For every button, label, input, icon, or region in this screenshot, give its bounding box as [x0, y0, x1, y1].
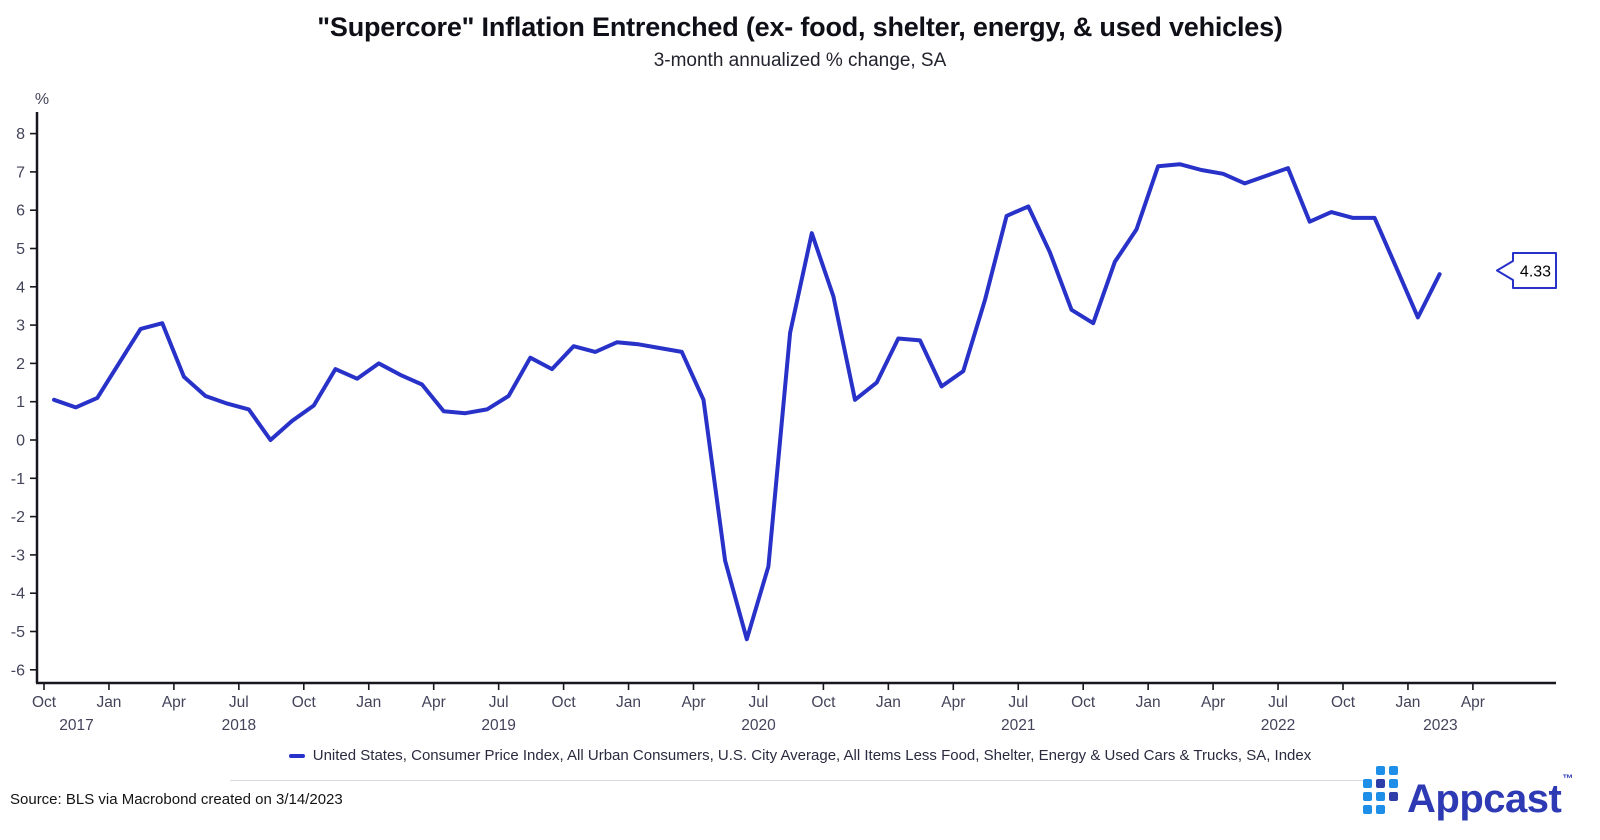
- page-subtitle: 3-month annualized % change, SA: [653, 50, 947, 71]
- y-tick-label: 8: [16, 126, 25, 143]
- x-year-label: 2019: [481, 717, 515, 734]
- x-tick-label: Jul: [749, 694, 769, 711]
- appcast-logo-icon: [1363, 766, 1400, 815]
- appcast-logo-square: [1389, 779, 1398, 788]
- trademark-symbol: ™: [1562, 773, 1573, 785]
- appcast-logo-square: [1363, 779, 1372, 788]
- y-tick-label: -1: [11, 471, 25, 488]
- y-tick-label: 1: [16, 394, 25, 411]
- x-tick-label: Jan: [1395, 694, 1420, 711]
- legend-series-label: United States, Consumer Price Index, All…: [312, 747, 1312, 764]
- x-tick-label: Oct: [552, 694, 577, 711]
- x-year-label: 2020: [741, 717, 776, 734]
- y-tick-label: 6: [16, 203, 25, 220]
- source-note: Source: BLS via Macrobond created on 3/1…: [10, 791, 343, 808]
- appcast-logo-wordmark: Appcast™: [1407, 773, 1573, 821]
- x-tick-label: Oct: [1071, 694, 1096, 711]
- appcast-logo-square: [1376, 792, 1385, 801]
- legend-divider: [230, 780, 1365, 781]
- y-tick-label: 3: [16, 318, 25, 335]
- appcast-logo: Appcast™: [1363, 766, 1573, 819]
- y-tick-label: -2: [11, 509, 25, 526]
- x-tick-label: Jan: [616, 694, 641, 711]
- cpi-supercore-line: [52, 162, 1442, 642]
- legend: United States, Consumer Price Index, All…: [0, 747, 1600, 764]
- x-tick-label: Jan: [356, 694, 381, 711]
- last-value-callout: [1496, 252, 1557, 289]
- x-tick-label: Oct: [32, 694, 57, 711]
- appcast-logo-square: [1376, 779, 1385, 788]
- y-tick-label: -5: [11, 624, 25, 641]
- x-tick-label: Jan: [1136, 694, 1161, 711]
- x-tick-label: Oct: [1331, 694, 1356, 711]
- x-tick-label: Oct: [811, 694, 836, 711]
- x-year-label: 2018: [222, 717, 256, 734]
- x-year-label: 2022: [1261, 717, 1295, 734]
- last-value-label: 4.33: [1520, 264, 1551, 281]
- y-tick-label: 2: [16, 356, 25, 373]
- appcast-logo-square: [1376, 805, 1385, 814]
- x-tick-label: Apr: [1461, 694, 1485, 711]
- x-year-label: 2017: [59, 717, 93, 734]
- x-year-label: 2023: [1423, 717, 1457, 734]
- y-tick-label: 5: [16, 241, 25, 258]
- y-tick-label: 0: [16, 433, 25, 450]
- y-tick-label: -3: [11, 547, 25, 564]
- x-tick-label: Jul: [1008, 694, 1028, 711]
- x-tick-label: Apr: [422, 694, 446, 711]
- y-axis-unit-label: %: [35, 91, 49, 108]
- y-tick-label: 7: [16, 164, 25, 181]
- y-tick-label: -4: [11, 586, 25, 603]
- x-tick-label: Jan: [96, 694, 121, 711]
- x-tick-label: Apr: [1201, 694, 1225, 711]
- appcast-logo-square: [1389, 792, 1398, 801]
- appcast-logo-square: [1376, 766, 1385, 775]
- x-tick-label: Jul: [229, 694, 249, 711]
- appcast-logo-square: [1363, 805, 1372, 814]
- legend-line-swatch-icon: [288, 753, 305, 758]
- appcast-logo-square: [1389, 766, 1398, 775]
- x-tick-label: Jan: [876, 694, 901, 711]
- x-tick-label: Apr: [162, 694, 186, 711]
- x-tick-label: Jul: [1268, 694, 1288, 711]
- y-tick-label: -6: [11, 662, 25, 679]
- y-tick-label: 4: [16, 279, 25, 296]
- page-title: "Supercore" Inflation Entrenched (ex- fo…: [317, 12, 1283, 42]
- x-tick-label: Apr: [681, 694, 705, 711]
- appcast-logo-square: [1363, 792, 1372, 801]
- x-tick-label: Oct: [292, 694, 317, 711]
- x-tick-label: Jul: [489, 694, 509, 711]
- x-year-label: 2021: [1001, 717, 1035, 734]
- x-tick-label: Apr: [941, 694, 965, 711]
